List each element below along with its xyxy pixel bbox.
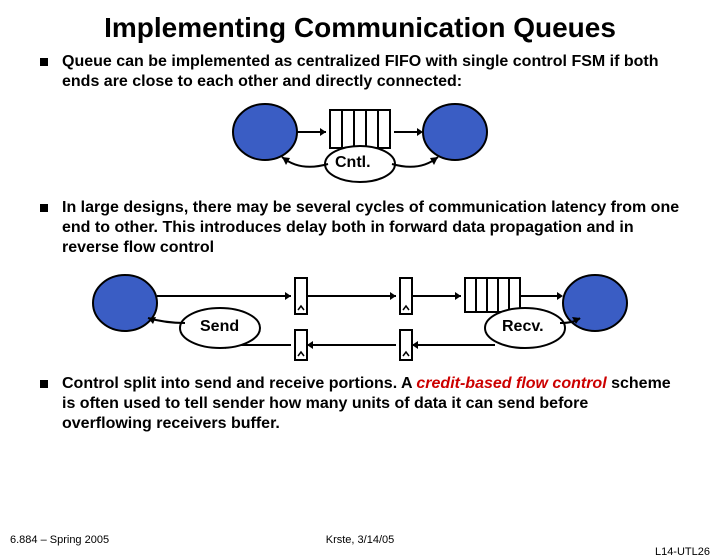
page-title: Implementing Communication Queues: [0, 12, 720, 44]
bullet-2-text: In large designs, there may be several c…: [62, 198, 680, 258]
bullet-square-icon: [40, 380, 48, 388]
footer-left: 6.884 – Spring 2005: [10, 534, 109, 546]
forward-reg-2: [400, 278, 412, 314]
footer-right: L14-UTL26: [655, 546, 710, 558]
send-label: Send: [200, 318, 239, 336]
cntl-label: Cntl.: [335, 154, 371, 172]
bullet-square-icon: [40, 204, 48, 212]
bullet-1-text: Queue can be implemented as centralized …: [62, 52, 680, 92]
diagram-send-recv: Send Recv.: [80, 268, 640, 368]
reverse-reg-2: [400, 330, 412, 360]
forward-reg-1: [295, 278, 307, 314]
recv-fifo: [465, 278, 520, 312]
recv-label: Recv.: [502, 318, 544, 336]
highlight-term: credit-based flow control: [416, 375, 606, 392]
bullet-3-text: Control split into send and receive port…: [62, 374, 680, 434]
diagram-centralized-fifo: Cntl.: [210, 102, 510, 192]
bullet-1: Queue can be implemented as centralized …: [40, 52, 680, 92]
footer: 6.884 – Spring 2005 Krste, 3/14/05 L14-U…: [0, 534, 720, 546]
bullet-2: In large designs, there may be several c…: [40, 198, 680, 258]
reverse-reg-1: [295, 330, 307, 360]
bullet-square-icon: [40, 58, 48, 66]
left-node-oval: [233, 104, 297, 160]
bullet-3: Control split into send and receive port…: [40, 374, 680, 434]
right-node-oval: [423, 104, 487, 160]
fifo-bars: [330, 110, 390, 148]
sender-oval: [93, 275, 157, 331]
